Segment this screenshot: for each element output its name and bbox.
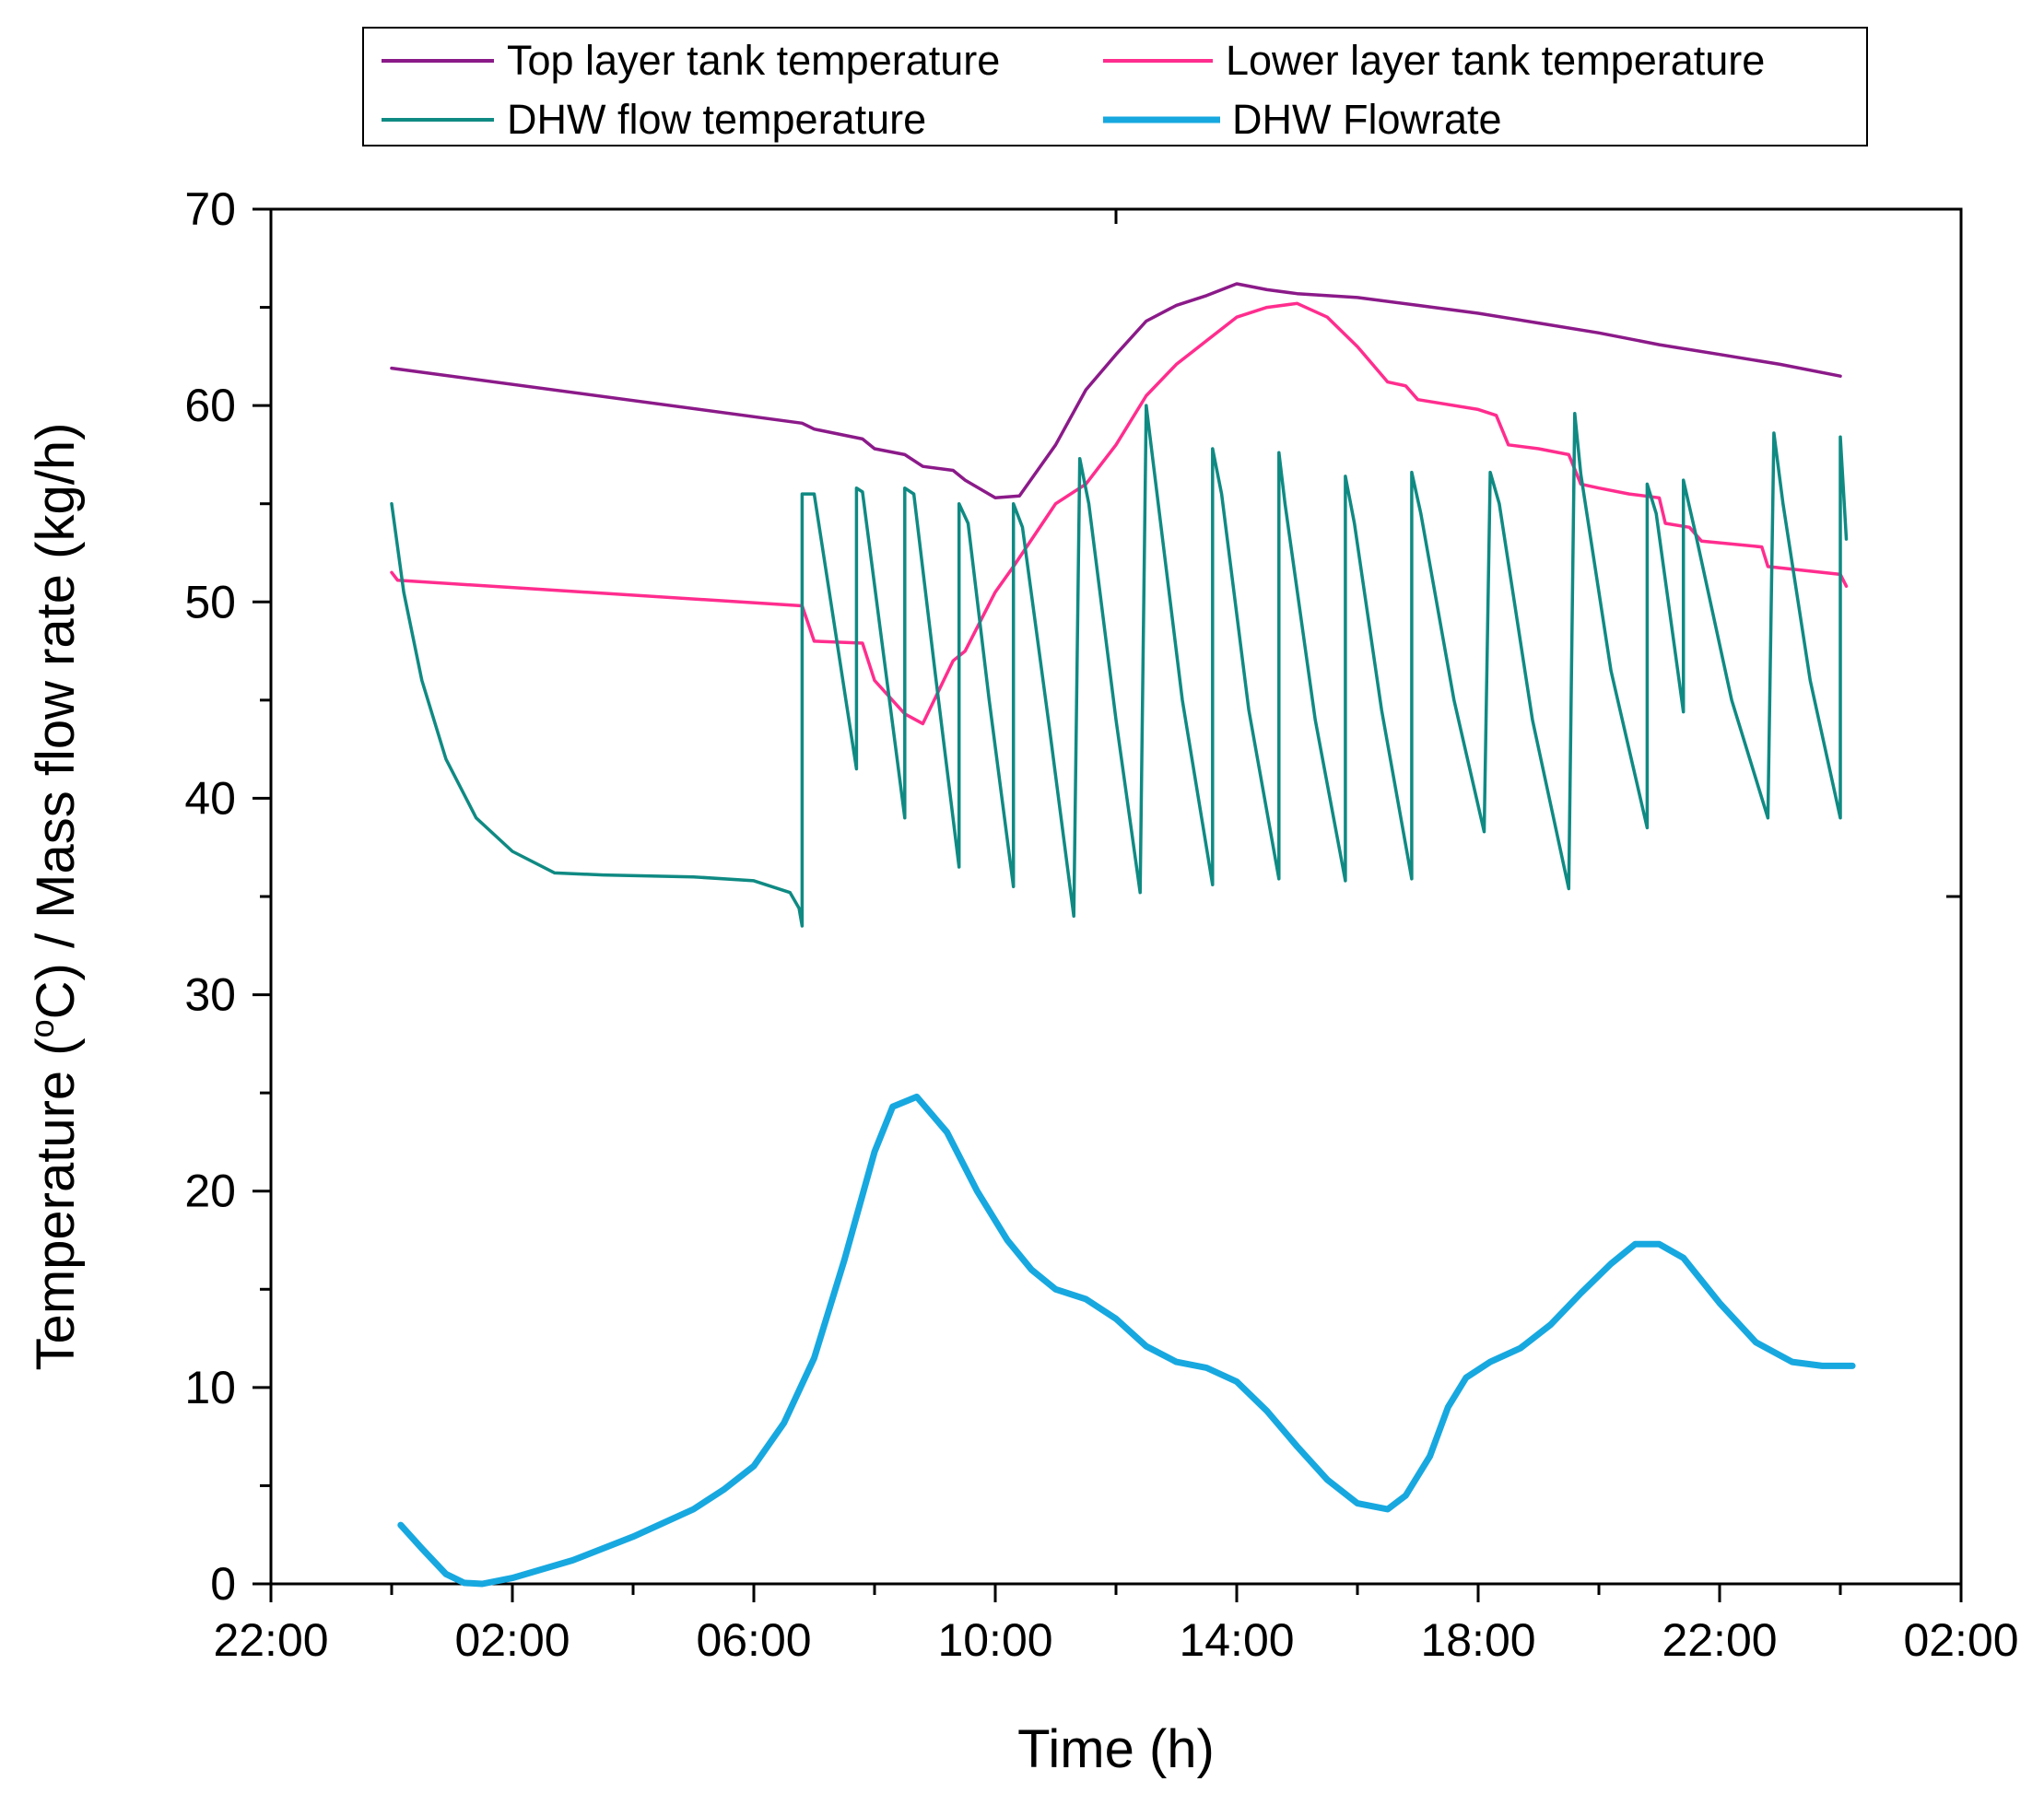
plot-frame	[269, 207, 1963, 1586]
legend-label-lower-layer: Lower layer tank temperature	[1226, 37, 1765, 84]
legend-label-dhw-flowrate: DHW Flowrate	[1232, 96, 1502, 143]
series-line-dhw-flow-temperature	[390, 404, 1849, 928]
axis-layer: 0 10 20 30 40 50 60 70 22:00 02:00 06:00 10:00 14:00…	[184, 183, 2018, 1666]
x-tick-label: 22:00	[1662, 1614, 1777, 1666]
y-tick-label: 40	[184, 772, 236, 824]
y-tick-label: 10	[184, 1362, 236, 1413]
legend-box	[362, 27, 1868, 147]
x-tick-label: 18:00	[1420, 1614, 1535, 1666]
y-tick-label: 0	[210, 1558, 236, 1610]
x-tick-label: 10:00	[937, 1614, 1052, 1666]
x-tick-label: 06:00	[696, 1614, 811, 1666]
y-axis-title-suffix: C) / Mass flow rate (kg/h)	[26, 423, 86, 1020]
x-tick-label: 22:00	[213, 1614, 328, 1666]
y-axis-title-degree: o	[23, 1019, 61, 1037]
y-tick-label: 30	[184, 969, 236, 1021]
y-axis-title-prefix: Temperature (	[26, 1037, 86, 1370]
x-axis-title: Time (h)	[1017, 1719, 1215, 1779]
series-line-dhw-flowrate	[397, 1093, 1856, 1588]
legend-label-dhw-flow-temp: DHW flow temperature	[507, 96, 926, 143]
x-tick-label: 02:00	[1903, 1614, 2018, 1666]
legend-label-top-layer: Top layer tank temperature	[507, 37, 1000, 84]
x-tick-label: 14:00	[1179, 1614, 1294, 1666]
series-layer	[390, 282, 1856, 1588]
y-tick-label: 20	[184, 1166, 236, 1217]
x-tick-label: 02:00	[454, 1614, 570, 1666]
series-line-lower-layer-tank-temperature	[390, 301, 1849, 726]
y-axis-title: Temperature (oC) / Mass flow rate (kg/h)	[23, 423, 86, 1371]
series-line-top-layer-tank-temperature	[390, 282, 1842, 500]
y-tick-label: 50	[184, 576, 236, 627]
legend: Top layer tank temperature Lower layer t…	[362, 27, 1868, 147]
y-tick-label: 70	[184, 183, 236, 235]
y-tick-label: 60	[184, 380, 236, 431]
